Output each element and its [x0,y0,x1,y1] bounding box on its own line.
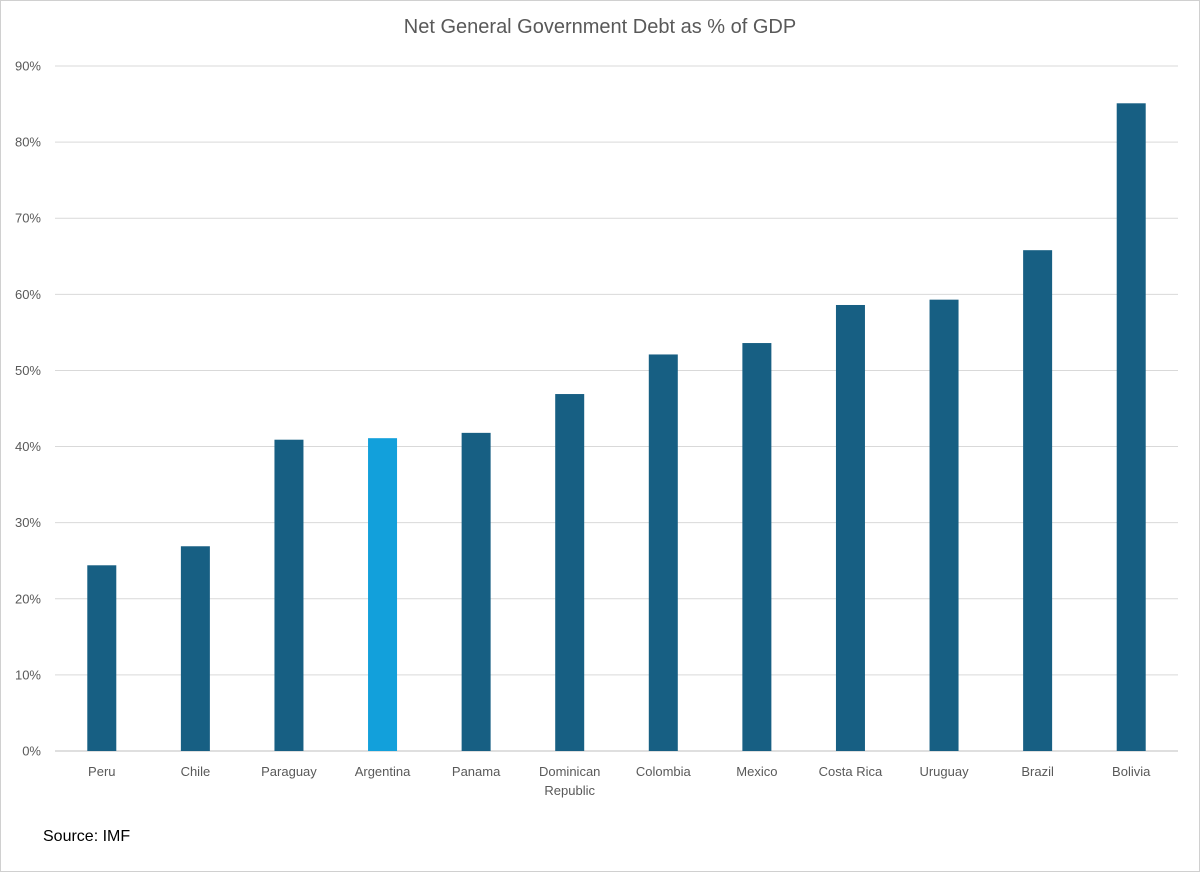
x-tick-label: Peru [88,764,115,779]
y-tick-label: 20% [15,591,41,606]
bar-argentina [368,438,398,751]
y-tick-label: 90% [15,59,41,74]
bar-uruguay [929,299,959,751]
y-tick-label: 30% [15,515,41,530]
x-tick-label: Argentina [355,764,411,779]
y-tick-label: 70% [15,211,41,226]
bar-dominican-republic [555,394,585,751]
x-tick-label: Republic [544,783,595,798]
y-tick-label: 0% [22,744,41,759]
y-tick-label: 80% [15,135,41,150]
x-tick-label: Panama [452,764,501,779]
x-tick-label: Uruguay [919,764,969,779]
bar-mexico [742,343,772,751]
bar-bolivia [1116,103,1146,752]
y-tick-label: 60% [15,287,41,302]
x-tick-label: Paraguay [261,764,317,779]
bar-brazil [1023,250,1053,751]
bar-costa-rica [835,304,865,751]
x-tick-label: Chile [181,764,211,779]
source-note: Source: IMF [43,828,131,845]
x-tick-label: Mexico [736,764,777,779]
bar-peru [87,565,117,751]
bar-colombia [648,354,678,751]
x-tick-label: Costa Rica [819,764,883,779]
x-tick-label: Brazil [1021,764,1054,779]
y-tick-label: 40% [15,439,41,454]
chart-title: Net General Government Debt as % of GDP [403,16,797,38]
bar-chile [180,546,210,751]
y-tick-label: 10% [15,667,41,682]
x-tick-label: Bolivia [1112,764,1151,779]
bar-panama [461,432,491,751]
bar-paraguay [274,439,304,751]
x-tick-label: Dominican [539,764,600,779]
x-tick-label: Colombia [636,764,692,779]
y-tick-label: 50% [15,363,41,378]
